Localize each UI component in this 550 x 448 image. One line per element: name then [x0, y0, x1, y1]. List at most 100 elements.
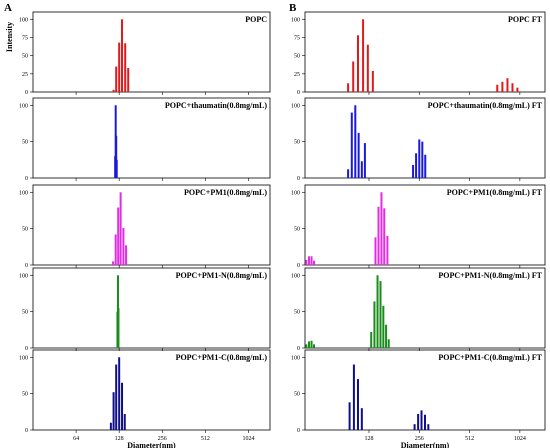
- y-tick-label: 100: [19, 355, 28, 361]
- panel-title: POPC+thaumatin(0.8mg/mL): [165, 101, 267, 110]
- y-tick-label: 0: [25, 176, 28, 182]
- bar-c0p2-1: [114, 234, 117, 265]
- bar-c1p4-6: [420, 410, 423, 430]
- y-tick-label: 0: [297, 90, 300, 96]
- bar-c1p3-8: [382, 305, 385, 348]
- y-tick-label: 50: [294, 310, 300, 316]
- panel-title: POPC+PM1-N(0.8mg/mL) FT: [438, 271, 542, 280]
- x-tick-label: 512: [201, 436, 210, 442]
- panel-frame-c0p1: [32, 97, 271, 179]
- bar-c1p0-5: [371, 70, 374, 92]
- y-tick-label: 100: [19, 17, 28, 23]
- bar-c0p4-2: [115, 364, 118, 430]
- bar-c1p2-5: [377, 206, 380, 265]
- panel-frame-c1p2: [304, 184, 546, 266]
- bar-c1p1-2: [354, 105, 357, 178]
- y-tick-label: 50: [22, 140, 28, 146]
- y-tick-label: 100: [291, 17, 300, 23]
- bar-c1p0-2: [356, 35, 359, 92]
- y-tick-label: 0: [297, 263, 300, 269]
- bar-c1p3-5: [373, 301, 376, 348]
- bar-c0p0-3: [121, 19, 124, 92]
- y-tick-label: 50: [22, 227, 28, 233]
- y-tick-label: 75: [22, 35, 28, 41]
- x-tick-label: 256: [415, 436, 424, 442]
- bar-c1p2-7: [383, 208, 386, 265]
- bar-c0p0-0: [112, 89, 115, 92]
- bar-c1p4-7: [423, 414, 426, 430]
- bar-c1p2-8: [386, 235, 389, 265]
- panel-title: POPC+PM1-C(0.8mg/mL): [176, 353, 268, 362]
- y-tick-label: 0: [25, 90, 28, 96]
- bar-c0p0-1: [115, 66, 118, 92]
- bar-c0p2-3: [119, 192, 122, 265]
- panel-title: POPC FT: [508, 15, 543, 24]
- y-tick-label: 50: [294, 140, 300, 146]
- y-axis-label: Intensity: [5, 22, 14, 52]
- panel-tag-a: A: [4, 2, 12, 14]
- bar-c1p0-8: [501, 81, 504, 92]
- bar-c1p1-9: [418, 139, 421, 178]
- bar-c1p0-3: [362, 19, 365, 92]
- y-tick-label: 50: [22, 392, 28, 398]
- bar-c1p4-5: [417, 414, 420, 430]
- bar-c0p2-5: [125, 245, 128, 265]
- bar-c0p2-2: [117, 207, 120, 265]
- bar-c1p1-1: [350, 112, 353, 178]
- panel-frame-c1p0: [304, 11, 546, 93]
- x-axis-label: Diameter(nm): [127, 441, 176, 448]
- y-tick-label: 0: [297, 346, 300, 352]
- bar-c1p0-1: [352, 61, 355, 92]
- y-tick-label: 100: [19, 273, 28, 279]
- y-tick-label: 0: [25, 346, 28, 352]
- bar-c1p3-7: [379, 281, 382, 348]
- y-tick-label: 50: [22, 310, 28, 316]
- bar-c1p1-0: [347, 169, 350, 178]
- panel-frame-c0p4: [32, 349, 271, 431]
- bar-c1p1-11: [424, 154, 427, 178]
- bar-c1p1-7: [412, 164, 415, 178]
- bar-c1p0-7: [496, 84, 499, 92]
- bar-c1p1-8: [415, 153, 418, 178]
- bar-c1p4-2: [356, 379, 359, 430]
- bar-c1p3-2: [310, 340, 313, 348]
- y-tick-label: 25: [294, 72, 300, 78]
- y-tick-label: 100: [291, 273, 300, 279]
- panel-frame-c0p2: [32, 184, 271, 266]
- y-tick-label: 25: [22, 72, 28, 78]
- panel-frame-c1p3: [304, 267, 546, 349]
- bar-c1p0-10: [511, 83, 514, 92]
- bar-c1p3-6: [376, 275, 379, 348]
- bar-c0p0-5: [127, 68, 130, 92]
- x-tick-label: 128: [364, 436, 373, 442]
- bar-c0p1-3: [115, 159, 118, 178]
- x-axis-label: Diameter(nm): [401, 441, 450, 448]
- bar-c0p1-2: [115, 135, 118, 178]
- bar-c1p1-3: [357, 132, 360, 178]
- bar-c0p4-0: [109, 422, 112, 430]
- panel-tag-b: B: [289, 2, 297, 14]
- bar-c0p4-4: [121, 382, 124, 430]
- bar-c1p4-4: [413, 424, 416, 430]
- y-tick-label: 0: [25, 263, 28, 269]
- bar-c1p3-0: [305, 344, 308, 348]
- bar-c1p0-0: [347, 83, 350, 92]
- x-tick-label: 512: [465, 436, 474, 442]
- bar-c0p3-2: [117, 308, 120, 348]
- panel-frame-c0p0: [32, 11, 271, 93]
- y-tick-label: 50: [22, 54, 28, 60]
- y-tick-label: 75: [294, 35, 300, 41]
- bar-c1p3-3: [313, 344, 316, 348]
- panel-frame-c0p3: [32, 267, 271, 349]
- x-tick-label: 256: [158, 436, 167, 442]
- y-tick-label: 100: [19, 103, 28, 109]
- bar-c0p2-0: [112, 261, 115, 265]
- y-tick-label: 100: [291, 190, 300, 196]
- x-tick-label: 64: [73, 436, 79, 442]
- panel-title: POPC: [245, 15, 267, 24]
- bar-c1p3-1: [307, 341, 310, 348]
- panel-title: POPC+PM1-N(0.8mg/mL): [176, 271, 268, 280]
- y-tick-label: 0: [25, 428, 28, 434]
- panel-title: POPC+thaumatin(0.8mg/mL) FT: [428, 101, 543, 110]
- panel-title: POPC+PM1(0.8mg/mL): [184, 188, 267, 197]
